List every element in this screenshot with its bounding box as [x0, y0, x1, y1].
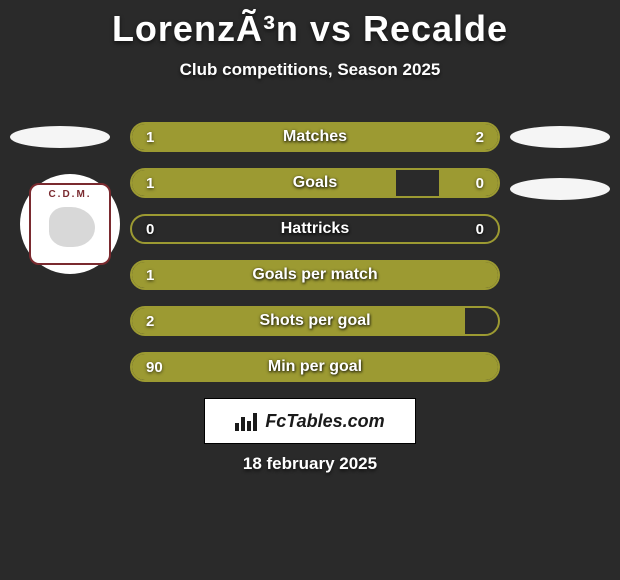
brand-icon [235, 411, 259, 431]
stat-bar: 90Min per goal [130, 352, 500, 382]
bar-label: Goals per match [132, 262, 498, 288]
stat-bar: 1Goals per match [130, 260, 500, 290]
player-avatar-right-1 [510, 126, 610, 148]
bar-value-right: 2 [476, 124, 484, 150]
club-badge: C.D.M. [20, 174, 120, 274]
club-badge-text: C.D.M. [31, 189, 109, 200]
brand-text: FcTables.com [265, 411, 384, 432]
page-title: LorenzÃ³n vs Recalde [0, 0, 620, 50]
brand-box[interactable]: FcTables.com [204, 398, 416, 444]
bar-label: Min per goal [132, 354, 498, 380]
bar-label: Matches [132, 124, 498, 150]
stat-bar: 1Matches2 [130, 122, 500, 152]
bar-value-right: 0 [476, 216, 484, 242]
bar-value-right: 0 [476, 170, 484, 196]
stat-bar: 2Shots per goal [130, 306, 500, 336]
subtitle: Club competitions, Season 2025 [0, 60, 620, 80]
player-avatar-right-2 [510, 178, 610, 200]
date-text: 18 february 2025 [0, 454, 620, 474]
bar-label: Hattricks [132, 216, 498, 242]
player-avatar-left [10, 126, 110, 148]
stat-bar: 0Hattricks0 [130, 214, 500, 244]
bar-label: Shots per goal [132, 308, 498, 334]
stats-bars: 1Matches21Goals00Hattricks01Goals per ma… [130, 122, 500, 398]
bar-label: Goals [132, 170, 498, 196]
club-badge-icon [49, 207, 95, 247]
stat-bar: 1Goals0 [130, 168, 500, 198]
